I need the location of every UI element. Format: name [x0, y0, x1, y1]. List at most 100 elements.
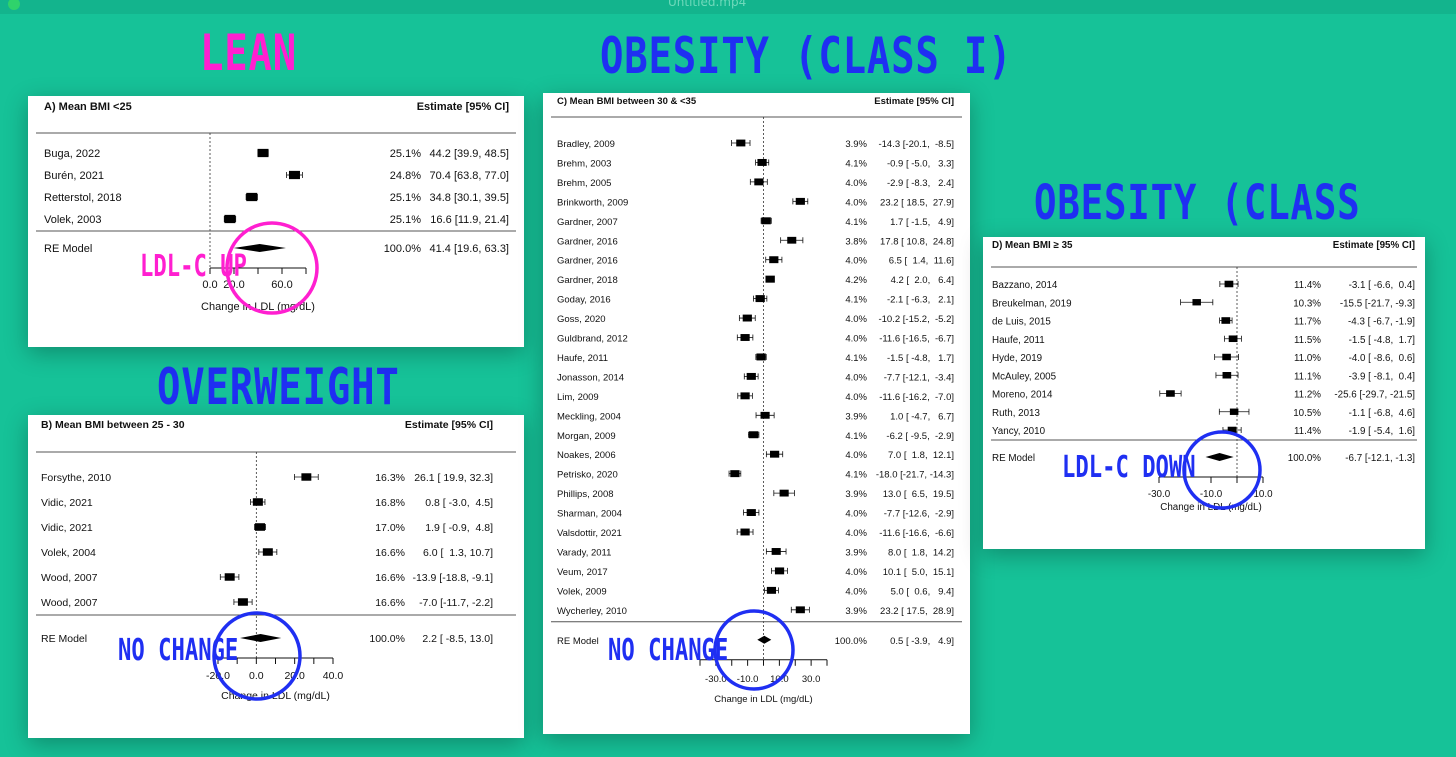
- study-point-marker: [779, 489, 789, 497]
- study-point-marker: [765, 275, 775, 283]
- study-estimate-ci: 26.1 [ 19.9, 32.3]: [414, 472, 493, 484]
- study-weight: 16.6%: [375, 597, 405, 609]
- summary-weight: 100.0%: [835, 636, 868, 647]
- annotation-ldl-down: LDL-C DOWN: [1062, 450, 1196, 485]
- study-weight: 4.0%: [845, 256, 867, 267]
- study-label: de Luis, 2015: [992, 317, 1051, 328]
- study-point-marker: [787, 236, 797, 244]
- study-point-marker: [1221, 317, 1231, 324]
- study-estimate-ci: 1.9 [ -0.9, 4.8]: [425, 522, 493, 534]
- study-point-marker: [774, 567, 785, 575]
- study-estimate-ci: -10.2 [-15.2, -5.2]: [878, 314, 954, 325]
- summary-estimate-ci: -6.7 [-12.1, -1.3]: [1345, 453, 1415, 464]
- study-weight: 4.1%: [845, 217, 867, 228]
- summary-label: RE Model: [44, 243, 92, 255]
- study-point-marker: [224, 214, 236, 224]
- study-weight: 11.4%: [1294, 280, 1321, 291]
- estimate-header: Estimate [95% CI]: [874, 96, 954, 107]
- study-label: Vidic, 2021: [41, 497, 93, 509]
- study-estimate-ci: 7.0 [ 1.8, 12.1]: [888, 450, 954, 461]
- annotation-no-change-overweight: NO CHANGE: [118, 633, 239, 668]
- study-point-marker: [795, 606, 805, 614]
- window-filename: Untitled.mp4: [668, 0, 747, 9]
- summary-weight: 100.0%: [369, 633, 405, 645]
- study-point-marker: [761, 217, 771, 225]
- window-close-button[interactable]: [8, 0, 20, 10]
- estimate-header: Estimate [95% CI]: [405, 419, 493, 431]
- study-label: Volek, 2003: [44, 214, 102, 226]
- study-weight: 4.1%: [845, 295, 867, 306]
- estimate-header: Estimate [95% CI]: [417, 101, 510, 113]
- study-label: Gardner, 2018: [557, 275, 618, 286]
- study-point-marker: [254, 523, 266, 531]
- study-label: Haufe, 2011: [992, 335, 1045, 346]
- study-point-marker: [770, 450, 780, 458]
- summary-label: RE Model: [992, 453, 1035, 464]
- study-point-marker: [1229, 408, 1239, 415]
- study-label: Retterstol, 2018: [44, 192, 122, 204]
- study-weight: 4.0%: [845, 586, 867, 597]
- study-label: Gardner, 2007: [557, 217, 618, 228]
- study-estimate-ci: 8.0 [ 1.8, 14.2]: [888, 547, 954, 558]
- study-label: Valsdottir, 2021: [557, 528, 622, 539]
- study-weight: 16.6%: [375, 547, 405, 559]
- study-estimate-ci: -13.9 [-18.8, -9.1]: [412, 572, 493, 584]
- study-estimate-ci: 1.7 [ -1.5, 4.9]: [890, 217, 954, 228]
- study-weight: 25.1%: [390, 192, 421, 204]
- x-tick-label: -10.0: [1200, 489, 1223, 500]
- study-label: Wycherley, 2010: [557, 606, 627, 617]
- x-tick-label: 20.0: [284, 670, 305, 682]
- study-weight: 3.9%: [845, 139, 867, 150]
- study-label: Brehm, 2005: [557, 178, 611, 189]
- study-weight: 4.0%: [845, 509, 867, 520]
- study-weight: 4.0%: [845, 528, 867, 539]
- study-label: Haufe, 2011: [557, 353, 608, 364]
- study-weight: 11.5%: [1294, 335, 1321, 346]
- study-label: Varady, 2011: [557, 547, 611, 558]
- study-weight: 4.0%: [845, 334, 867, 345]
- study-label: Moreno, 2014: [992, 390, 1053, 401]
- study-label: Breukelman, 2019: [992, 298, 1072, 309]
- study-label: Goday, 2016: [557, 295, 611, 306]
- study-estimate-ci: 1.0 [ -4.7, 6.7]: [890, 411, 954, 422]
- study-point-marker: [749, 431, 759, 439]
- plot-title: B) Mean BMI between 25 - 30: [41, 419, 185, 431]
- study-estimate-ci: -0.9 [ -5.0, 3.3]: [887, 158, 954, 169]
- study-point-marker: [257, 148, 269, 158]
- study-label: Wood, 2007: [41, 597, 98, 609]
- study-weight: 25.1%: [390, 214, 421, 226]
- study-point-marker: [246, 192, 258, 202]
- study-weight: 24.8%: [390, 170, 421, 182]
- study-point-marker: [795, 197, 805, 205]
- estimate-header: Estimate [95% CI]: [1333, 240, 1415, 251]
- study-label: Phillips, 2008: [557, 489, 614, 500]
- study-weight: 3.9%: [845, 547, 867, 558]
- study-estimate-ci: 70.4 [63.8, 77.0]: [429, 170, 509, 182]
- study-label: Lim, 2009: [557, 392, 599, 403]
- x-tick-label: 10.0: [770, 674, 789, 685]
- study-weight: 4.0%: [845, 372, 867, 383]
- summary-estimate-ci: 0.5 [ -3.9, 4.9]: [890, 636, 954, 647]
- x-tick-label: 10.0: [1253, 489, 1273, 500]
- study-estimate-ci: 10.1 [ 5.0, 15.1]: [883, 567, 954, 578]
- study-weight: 11.4%: [1294, 426, 1321, 437]
- x-tick-label: -10.0: [737, 674, 759, 685]
- study-point-marker: [1222, 353, 1231, 361]
- forest-plot-panel-lean: A) Mean BMI <25 Estimate [95% CI] Buga, 20…: [28, 96, 524, 347]
- study-point-marker: [301, 473, 312, 481]
- study-label: Bazzano, 2014: [992, 280, 1058, 291]
- plot-title: D) Mean BMI ≥ 35: [992, 240, 1073, 251]
- summary-diamond: [1205, 453, 1234, 461]
- study-point-marker: [252, 498, 263, 506]
- study-weight: 10.5%: [1293, 408, 1321, 419]
- x-tick-label: 30.0: [802, 674, 821, 685]
- study-estimate-ci: -3.9 [ -8.1, 0.4]: [1349, 371, 1416, 382]
- study-estimate-ci: -25.6 [-29.7, -21.5]: [1334, 390, 1415, 401]
- study-estimate-ci: -7.7 [-12.1, -3.4]: [884, 372, 954, 383]
- study-point-marker: [760, 411, 770, 419]
- study-estimate-ci: -2.9 [ -8.3, 2.4]: [887, 178, 954, 189]
- study-estimate-ci: -11.6 [-16.6, -6.6]: [879, 528, 954, 539]
- study-label: Veum, 2017: [557, 567, 608, 578]
- x-axis-label: Change in LDL (mg/dL): [714, 694, 812, 705]
- study-label: Morgan, 2009: [557, 431, 616, 442]
